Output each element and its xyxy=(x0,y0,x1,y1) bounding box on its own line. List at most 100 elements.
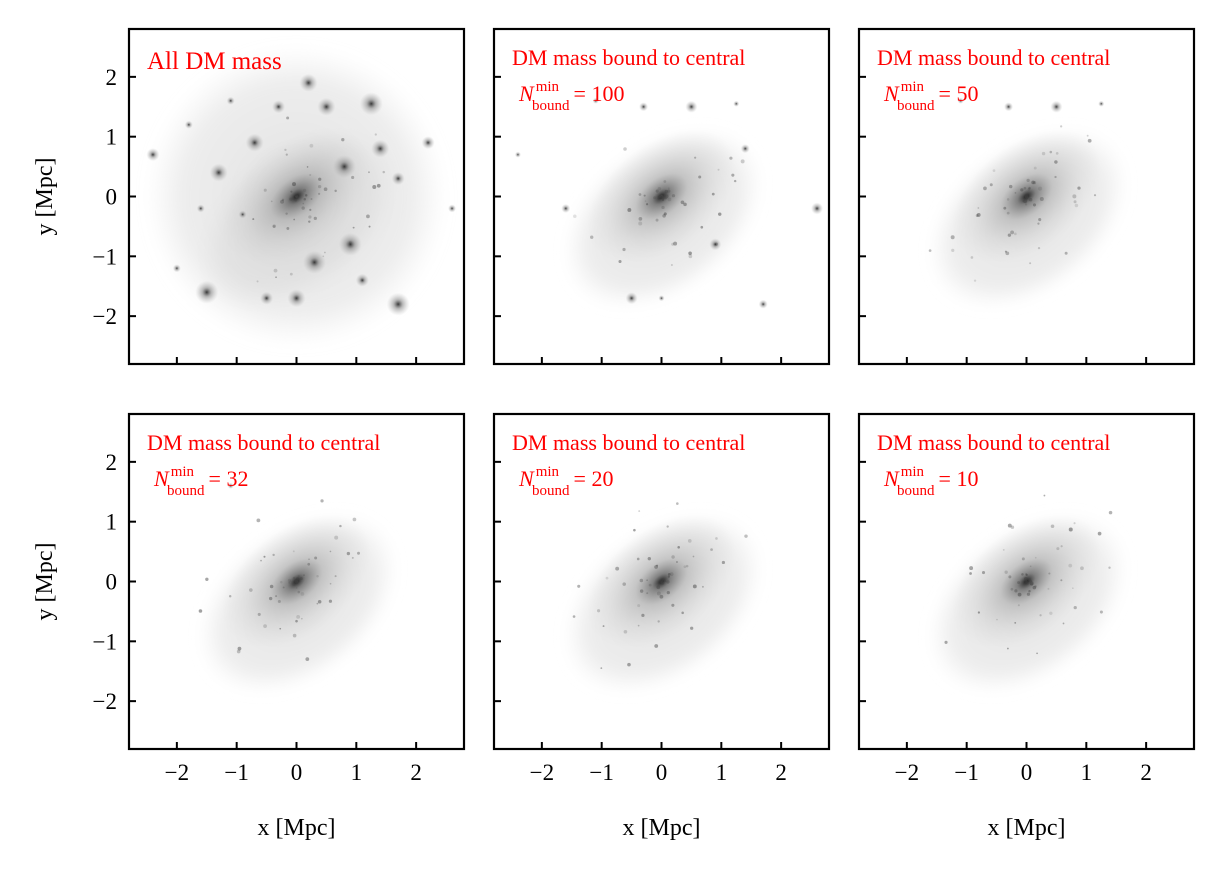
particle-speck xyxy=(351,175,355,180)
particle-speck xyxy=(657,620,660,623)
particle-speck xyxy=(296,577,300,581)
particle-speck xyxy=(310,198,313,201)
particle-speck xyxy=(366,214,370,219)
particle-speck xyxy=(1043,494,1046,497)
particle-speck xyxy=(1086,134,1089,137)
particle-speck xyxy=(329,582,332,585)
subhalo xyxy=(758,299,768,309)
particle-speck xyxy=(328,599,333,603)
particle-speck xyxy=(688,254,693,259)
particle-speck xyxy=(667,197,672,202)
particle-speck xyxy=(1029,581,1034,586)
particle-speck xyxy=(1025,194,1028,198)
particle-speck xyxy=(279,627,282,630)
particle-speck xyxy=(309,143,314,148)
particle-speck xyxy=(368,171,370,174)
particle-speck xyxy=(1004,250,1007,253)
particle-speck xyxy=(661,578,665,581)
subhalo xyxy=(561,203,571,213)
particle-speck xyxy=(1108,510,1113,515)
particle-speck xyxy=(228,595,232,598)
particle-speck xyxy=(627,662,631,667)
particle-speck xyxy=(1039,197,1044,201)
x-axis-label: x [Mpc] xyxy=(258,815,336,841)
particle-speck xyxy=(664,579,667,583)
particle-speck xyxy=(700,225,704,229)
particle-speck xyxy=(1020,188,1024,192)
particle-speck xyxy=(1007,523,1012,528)
particle-speck xyxy=(289,272,293,276)
particle-speck xyxy=(1028,197,1033,202)
particle-speck xyxy=(269,584,274,589)
particle-speck xyxy=(970,256,974,259)
particle-speck xyxy=(372,185,377,189)
particle-speck xyxy=(1064,251,1068,255)
particle-speck xyxy=(973,279,977,282)
subhalo xyxy=(625,292,638,305)
particle-speck xyxy=(647,556,651,561)
particle-speck xyxy=(1024,194,1029,199)
particle-speck xyxy=(975,214,979,217)
particle-speck xyxy=(660,194,664,199)
particle-speck xyxy=(1027,578,1031,582)
particle-speck xyxy=(303,574,305,576)
y-tick-label: −2 xyxy=(93,304,117,329)
particle-speck xyxy=(1030,582,1034,586)
particle-speck xyxy=(1056,547,1060,551)
particle-speck xyxy=(1036,652,1038,655)
subhalo xyxy=(272,100,286,114)
particle-speck xyxy=(1026,194,1030,197)
particle-speck xyxy=(1026,178,1030,183)
particle-speck xyxy=(667,189,671,193)
particle-speck xyxy=(740,159,745,164)
particle-speck xyxy=(661,205,665,210)
subhalo xyxy=(386,292,410,316)
particle-speck xyxy=(351,556,354,559)
particle-speck xyxy=(305,657,310,661)
subhalo xyxy=(338,232,362,256)
particle-speck xyxy=(1031,180,1035,185)
particle-speck xyxy=(676,561,678,563)
particle-speck xyxy=(638,510,641,513)
particle-speck xyxy=(272,225,276,228)
particle-speck xyxy=(1006,198,1010,201)
particle-speck xyxy=(1060,545,1063,548)
y-tick-label: −1 xyxy=(93,244,117,269)
particle-speck xyxy=(301,206,305,210)
particle-speck xyxy=(1074,203,1079,208)
particle-speck xyxy=(667,575,670,578)
central-core xyxy=(586,129,737,264)
particle-speck xyxy=(294,579,299,584)
subhalo xyxy=(391,172,405,186)
subhalo xyxy=(448,204,457,213)
particle-speck xyxy=(1008,184,1013,189)
particle-speck xyxy=(1033,166,1037,170)
particle-speck xyxy=(236,649,241,654)
particle-speck xyxy=(1060,579,1063,582)
particle-speck xyxy=(286,227,290,230)
subhalo xyxy=(421,136,435,150)
particle-speck xyxy=(1072,194,1077,199)
particle-speck xyxy=(257,612,261,616)
panel-title: DM mass bound to central xyxy=(877,430,1110,455)
particle-speck xyxy=(1023,577,1028,581)
particle-speck xyxy=(1068,563,1073,568)
particle-speck xyxy=(1038,218,1042,222)
particle-speck xyxy=(1025,581,1029,586)
particle-speck xyxy=(263,624,267,628)
particle-speck xyxy=(731,173,735,177)
particle-speck xyxy=(1047,587,1050,590)
particle-speck xyxy=(660,194,663,198)
x-tick-label: 2 xyxy=(410,760,422,785)
particle-speck xyxy=(275,595,278,598)
particle-speck xyxy=(661,194,663,197)
particle-speck xyxy=(670,263,673,266)
particle-speck xyxy=(295,587,298,589)
particle-speck xyxy=(596,609,601,613)
y-tick-label: 0 xyxy=(106,185,118,210)
particle-speck xyxy=(683,565,687,569)
particle-speck xyxy=(676,502,679,505)
subhalo xyxy=(514,151,521,158)
particle-speck xyxy=(256,518,261,523)
